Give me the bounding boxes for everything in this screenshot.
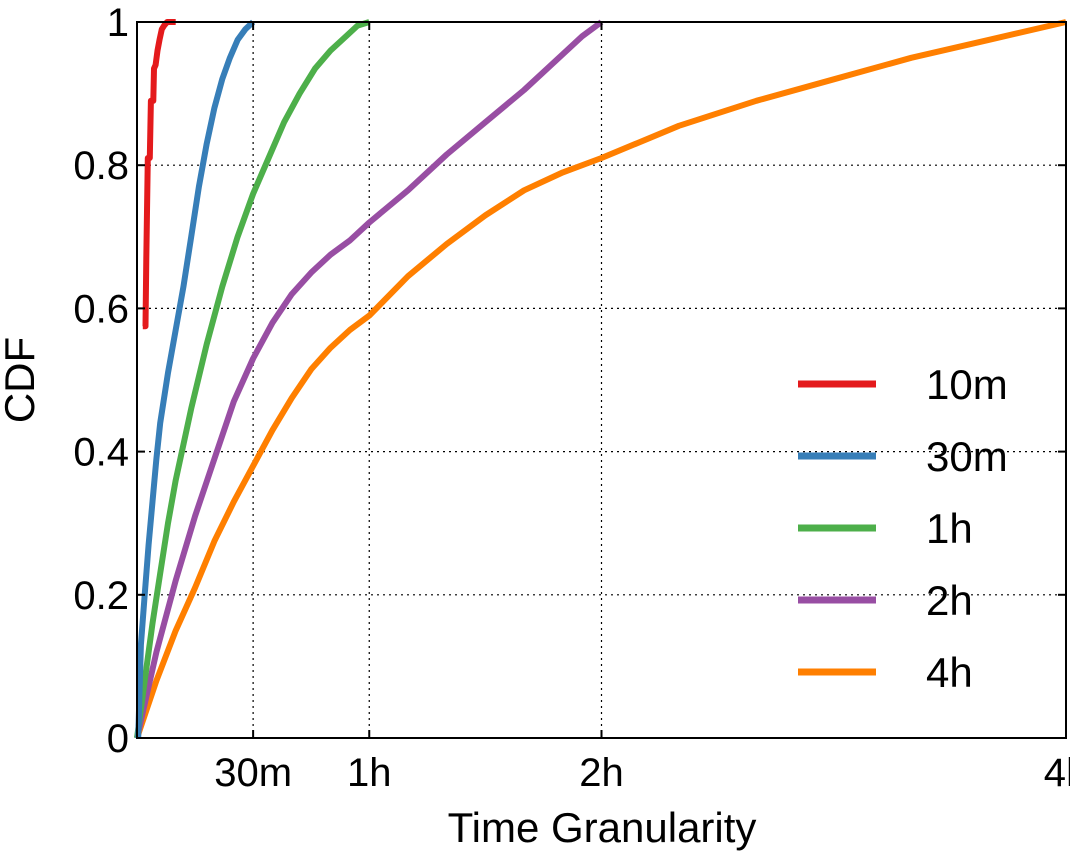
series-line-1h [134, 19, 371, 739]
y-tick-label: 1 [107, 1, 129, 45]
legend: 10m 30m 1h 2h 4h [798, 361, 1008, 696]
x-tick-label: 4h [1044, 751, 1070, 795]
grid [137, 22, 1066, 738]
axis-ticks: 0 0.2 0.4 0.6 0.8 1 30m 1h 2h 4h [73, 1, 1070, 795]
y-tick-label: 0.4 [73, 431, 129, 475]
legend-label-10m: 10m [926, 361, 1008, 408]
y-tick-label: 0.6 [73, 287, 129, 331]
series-lines [134, 19, 1067, 739]
legend-label-4h: 4h [926, 649, 973, 696]
series-line-30m [135, 19, 256, 739]
y-axis-title: CDF [0, 337, 43, 423]
series-line-2h [134, 19, 604, 739]
legend-label-30m: 30m [926, 433, 1008, 480]
y-tick-label: 0 [107, 717, 129, 761]
x-tick-label: 1h [347, 751, 392, 795]
x-axis-title: Time Granularity [448, 804, 757, 851]
series-line-4h [134, 19, 1067, 739]
series-line-10m [142, 19, 176, 330]
x-tick-label: 2h [579, 751, 624, 795]
y-tick-label: 0.2 [73, 574, 129, 618]
y-tick-label: 0.8 [73, 144, 129, 188]
x-tick-label: 30m [214, 751, 292, 795]
legend-label-1h: 1h [926, 505, 973, 552]
legend-label-2h: 2h [926, 577, 973, 624]
